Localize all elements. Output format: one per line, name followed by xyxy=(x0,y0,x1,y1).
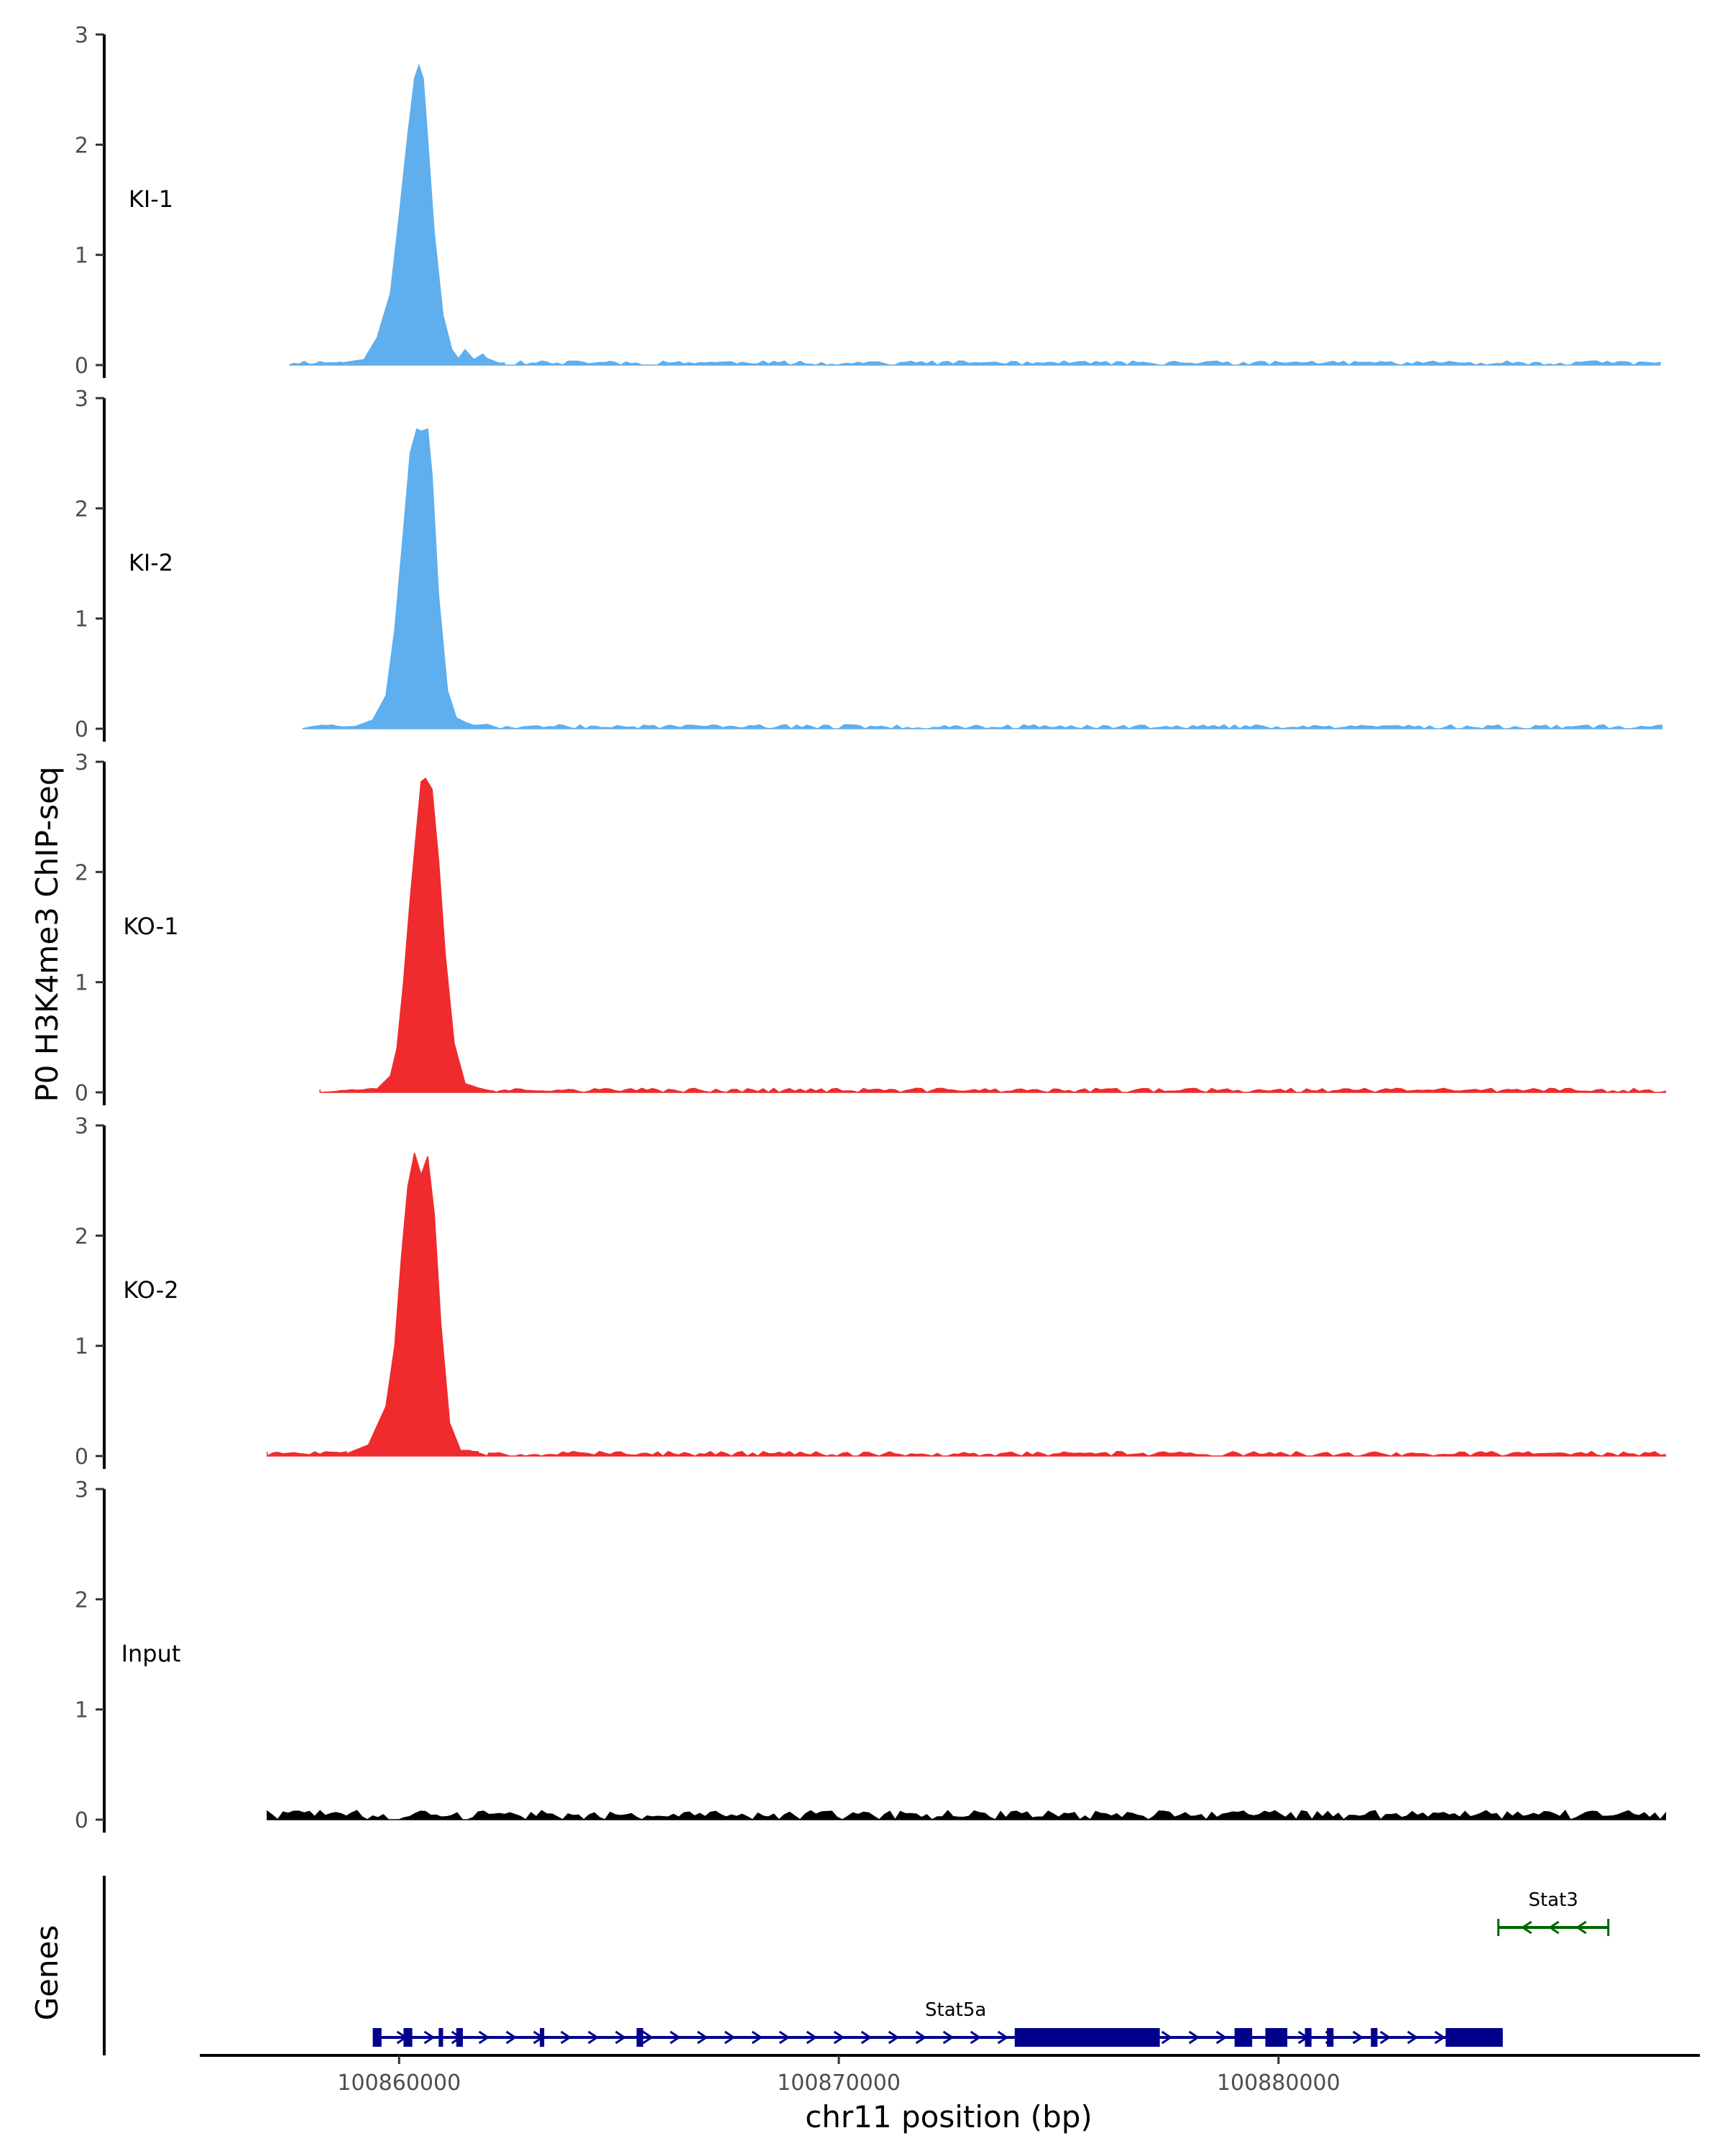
strand-arrow xyxy=(915,2030,927,2045)
signal-area xyxy=(267,1153,1666,1457)
track-label: KO-1 xyxy=(123,913,178,940)
exon xyxy=(1305,2028,1312,2047)
track-ki-2: 0 1 2 3 KI-2 xyxy=(75,387,1663,742)
y-tick-label: 2 xyxy=(75,1224,88,1249)
x-axis-title: chr11 position (bp) xyxy=(805,2099,1092,2134)
track-ki-1: 0 1 2 3 KI-1 xyxy=(75,23,1661,379)
strand-arrow xyxy=(806,2030,818,2045)
y-tick-label: 3 xyxy=(75,1478,88,1503)
y-axis-title: P0 H3K4me3 ChIP-seq xyxy=(29,766,65,1102)
y-tick-label: 3 xyxy=(75,23,88,48)
y-tick-label: 0 xyxy=(75,1081,88,1106)
y-tick-label: 0 xyxy=(75,1445,88,1470)
exon xyxy=(1234,2028,1253,2047)
strand-arrow xyxy=(696,2030,709,2045)
strand-arrow xyxy=(1161,2030,1173,2045)
signal-area xyxy=(267,1810,1666,1821)
y-tick-label: 2 xyxy=(75,497,88,522)
strand-arrow xyxy=(997,2030,1009,2045)
strand-arrow xyxy=(1576,1920,1587,1935)
exon xyxy=(1327,2028,1334,2047)
strand-arrow xyxy=(1407,2030,1419,2045)
y-tick-label: 3 xyxy=(75,750,88,775)
genes-track: Genes Stat5a Stat3 xyxy=(29,1876,1610,2055)
track-ko-2: 0 1 2 3 KO-2 xyxy=(75,1114,1666,1470)
signal-area xyxy=(289,63,1661,366)
strand-arrow xyxy=(587,2030,599,2045)
x-tick-label: 100860000 xyxy=(337,2070,461,2096)
strand-arrow xyxy=(970,2030,982,2045)
track-input: 0 1 2 3 Input xyxy=(75,1478,1666,1833)
strand-arrow xyxy=(1434,2030,1446,2045)
gene-label: Stat3 xyxy=(1528,1889,1578,1911)
strand-arrow xyxy=(1548,1920,1560,1935)
strand-arrow xyxy=(724,2030,736,2045)
exon xyxy=(540,2028,545,2047)
gene-label: Stat5a xyxy=(925,1999,986,2021)
y-tick-label: 1 xyxy=(75,971,88,996)
y-tick-label: 2 xyxy=(75,1588,88,1613)
strand-arrow xyxy=(1215,2030,1228,2045)
y-tick-label: 2 xyxy=(75,133,88,158)
track-ko-1: 0 1 2 3 KO-1 xyxy=(75,750,1666,1106)
strand-arrow xyxy=(615,2030,627,2045)
strand-arrow xyxy=(860,2030,873,2045)
signal-area xyxy=(302,428,1663,729)
strand-arrow xyxy=(1379,2030,1392,2045)
track-label: KI-1 xyxy=(129,185,173,213)
strand-arrow xyxy=(560,2030,572,2045)
strand-arrow xyxy=(505,2030,518,2045)
y-tick-label: 3 xyxy=(75,387,88,412)
exon xyxy=(403,2028,413,2047)
exon xyxy=(1265,2028,1288,2047)
exon xyxy=(1014,2028,1160,2047)
strand-arrow xyxy=(888,2030,900,2045)
gene-stat3: Stat3 xyxy=(1497,1889,1610,1936)
strand-arrow xyxy=(833,2030,845,2045)
strand-arrow xyxy=(423,2030,436,2045)
x-tick-label: 100870000 xyxy=(777,2070,901,2096)
y-tick-label: 0 xyxy=(75,717,88,742)
y-tick-label: 3 xyxy=(75,1114,88,1139)
strand-arrow xyxy=(778,2030,791,2045)
strand-arrow xyxy=(751,2030,763,2045)
track-label: KO-2 xyxy=(123,1276,178,1304)
track-label: Input xyxy=(121,1640,181,1667)
strand-arrow xyxy=(478,2030,490,2045)
y-tick-label: 0 xyxy=(75,354,88,379)
y-tick-label: 1 xyxy=(75,607,88,632)
exon xyxy=(1445,2028,1503,2047)
genes-axis-title: Genes xyxy=(29,1925,65,2021)
x-axis: chr11 position (bp) 100860000 100870000 10… xyxy=(200,2054,1700,2134)
y-tick-label: 0 xyxy=(75,1808,88,1833)
strand-arrow xyxy=(1188,2030,1200,2045)
strand-arrow xyxy=(669,2030,681,2045)
y-tick-label: 2 xyxy=(75,860,88,885)
exon xyxy=(636,2028,643,2047)
exon xyxy=(456,2028,463,2047)
x-tick-label: 100880000 xyxy=(1217,2070,1340,2096)
track-label: KI-2 xyxy=(129,549,173,576)
y-tick-label: 1 xyxy=(75,1698,88,1723)
strand-arrow xyxy=(942,2030,954,2045)
y-tick-label: 1 xyxy=(75,1335,88,1360)
exon xyxy=(438,2028,443,2047)
strand-arrow xyxy=(1352,2030,1364,2045)
strand-arrow xyxy=(1521,1920,1532,1935)
exon xyxy=(1371,2028,1378,2047)
signal-area xyxy=(319,777,1666,1093)
y-tick-label: 1 xyxy=(75,244,88,269)
strand-arrow xyxy=(642,2030,654,2045)
signal-tracks: 0 1 2 3 KI-1 0 1 2 3 KI-2 0 1 2 3 KO-1 0 1 2 3 KO-2 0 1 2 3 Inpu… xyxy=(75,23,1666,1833)
gene-stat5a: Stat5a xyxy=(372,1999,1503,2047)
exon xyxy=(372,2028,382,2047)
